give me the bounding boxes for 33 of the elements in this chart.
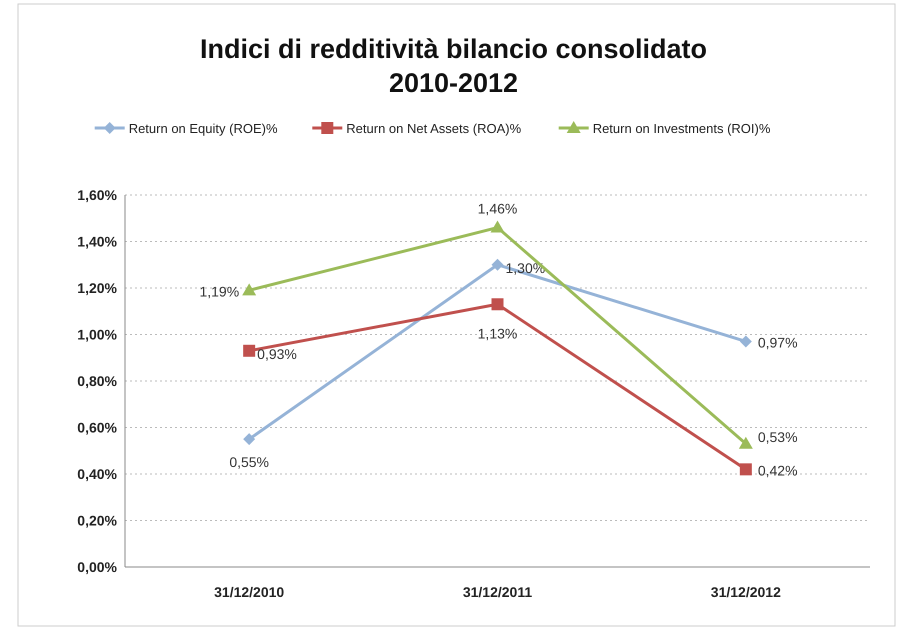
x-tick-label: 31/12/2011 bbox=[462, 584, 532, 600]
data-label: 1,46% bbox=[478, 200, 518, 217]
y-tick-label: 1,40% bbox=[77, 234, 118, 250]
point bbox=[740, 335, 752, 348]
point bbox=[492, 298, 504, 310]
point bbox=[243, 344, 256, 357]
x-tick-label: 31/12/2012 bbox=[710, 584, 782, 600]
legend-label: Return on Net Assets (ROA)% bbox=[346, 121, 522, 136]
data-label: 0,55% bbox=[229, 454, 270, 470]
data-label: 1,19% bbox=[199, 283, 240, 300]
y-tick-label: 1,00% bbox=[77, 326, 118, 342]
y-tick-label: 1,60% bbox=[77, 187, 118, 203]
y-tick-label: 0,60% bbox=[77, 420, 118, 436]
data-label: 0,53% bbox=[758, 428, 798, 445]
point bbox=[243, 433, 256, 446]
legend-label: Return on Investments (ROI)% bbox=[592, 121, 771, 136]
y-tick-label: 0,00% bbox=[77, 559, 118, 575]
point bbox=[492, 258, 504, 271]
point bbox=[242, 283, 256, 296]
y-tick-label: 1,20% bbox=[77, 280, 118, 296]
y-tick-label: 0,20% bbox=[77, 512, 118, 528]
y-tick-label: 0,80% bbox=[77, 373, 118, 389]
point bbox=[490, 220, 504, 233]
point bbox=[738, 436, 753, 449]
legend-label: Return on Equity (ROE)% bbox=[128, 121, 278, 136]
y-tick-label: 0,40% bbox=[77, 466, 118, 482]
point bbox=[740, 463, 752, 476]
chart-title: Indici di redditività bilancio consolidato 2010-2012 bbox=[200, 34, 708, 98]
data-label: 0,93% bbox=[257, 346, 297, 362]
x-tick-label: 31/12/2010 bbox=[214, 584, 284, 600]
data-label: 1,13% bbox=[478, 325, 518, 342]
data-label: 0,42% bbox=[758, 462, 798, 478]
data-label: 0,97% bbox=[758, 334, 798, 350]
